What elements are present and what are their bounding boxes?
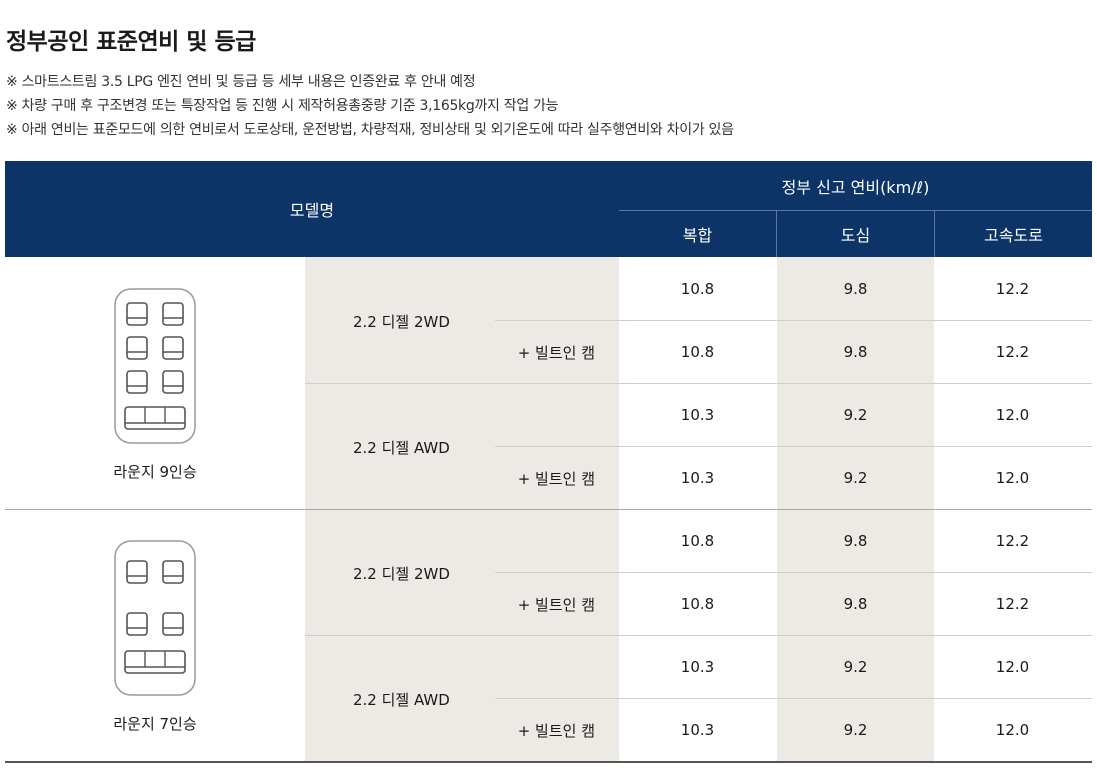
row-divider: [495, 320, 1092, 321]
highway-value: 12.2: [995, 594, 1030, 613]
highway-value: 12.0: [995, 468, 1030, 487]
city-value: 9.2: [843, 405, 868, 424]
highway-value: 12.2: [995, 531, 1030, 550]
fuel-economy-table: 모델명 정부 신고 연비(km/ℓ) 복합 도심 고속도로 라운지 9인승 2.2…: [5, 161, 1092, 763]
model-header: 모델명: [5, 161, 619, 257]
highway-value: 12.2: [995, 342, 1030, 361]
option-label: + 빌트인 캠: [517, 722, 595, 740]
option-label: + 빌트인 캠: [517, 344, 595, 362]
highway-value: 12.0: [995, 720, 1030, 739]
city-value: 9.8: [843, 531, 868, 550]
combined-value: 10.8: [680, 279, 715, 298]
model-divider: [5, 509, 1092, 510]
option-label: + 빌트인 캠: [517, 596, 595, 614]
option-label: + 빌트인 캠: [517, 470, 595, 488]
combined-value: 10.3: [680, 468, 715, 487]
trim-divider: [305, 383, 1092, 384]
combined-value: 10.8: [680, 594, 715, 613]
note-line: ※ 아래 연비는 표준모드에 의한 연비로서 도로상태, 운전방법, 차량적재,…: [6, 122, 734, 138]
city-value: 9.2: [843, 720, 868, 739]
row-divider: [495, 698, 1092, 699]
trim-divider: [305, 635, 1092, 636]
combined-value: 10.3: [680, 657, 715, 676]
model-name: 라운지 7인승: [113, 715, 197, 733]
header-combined: 복합: [619, 210, 777, 257]
trim-name: 2.2 디젤 2WD: [353, 565, 450, 583]
trim-name: 2.2 디젤 2WD: [353, 313, 450, 331]
trim-name: 2.2 디젤 AWD: [353, 691, 450, 709]
city-value: 9.2: [843, 468, 868, 487]
city-value: 9.2: [843, 657, 868, 676]
page-title: 정부공인 표준연비 및 등급: [6, 29, 256, 55]
table-bottom-border: [5, 761, 1092, 763]
city-value: 9.8: [843, 342, 868, 361]
header-city: 도심: [777, 210, 935, 257]
van-9-seat-layout-icon: [113, 287, 197, 451]
trim-name: 2.2 디젤 AWD: [353, 439, 450, 457]
fuel-header-title: 정부 신고 연비(km/ℓ): [619, 161, 1092, 211]
highway-value: 12.2: [995, 279, 1030, 298]
van-7-seat-layout-icon: [113, 539, 197, 703]
row-divider: [495, 446, 1092, 447]
note-line: ※ 스마트스트림 3.5 LPG 엔진 연비 및 등급 등 세부 내용은 인증완…: [6, 74, 476, 90]
model-name: 라운지 9인승: [113, 463, 197, 481]
fuel-header: 정부 신고 연비(km/ℓ) 복합 도심 고속도로: [619, 161, 1092, 257]
combined-value: 10.8: [680, 342, 715, 361]
highway-value: 12.0: [995, 405, 1030, 424]
notes: ※ 스마트스트림 3.5 LPG 엔진 연비 및 등급 등 세부 내용은 인증완…: [6, 70, 734, 142]
header-highway: 고속도로: [984, 225, 1043, 245]
city-value: 9.8: [843, 594, 868, 613]
note-line: ※ 차량 구매 후 구조변경 또는 특장작업 등 진행 시 제작허용총중량 기준…: [6, 98, 559, 114]
combined-value: 10.3: [680, 405, 715, 424]
row-divider: [495, 572, 1092, 573]
combined-value: 10.3: [680, 720, 715, 739]
combined-value: 10.8: [680, 531, 715, 550]
highway-value: 12.0: [995, 657, 1030, 676]
city-value: 9.8: [843, 279, 868, 298]
